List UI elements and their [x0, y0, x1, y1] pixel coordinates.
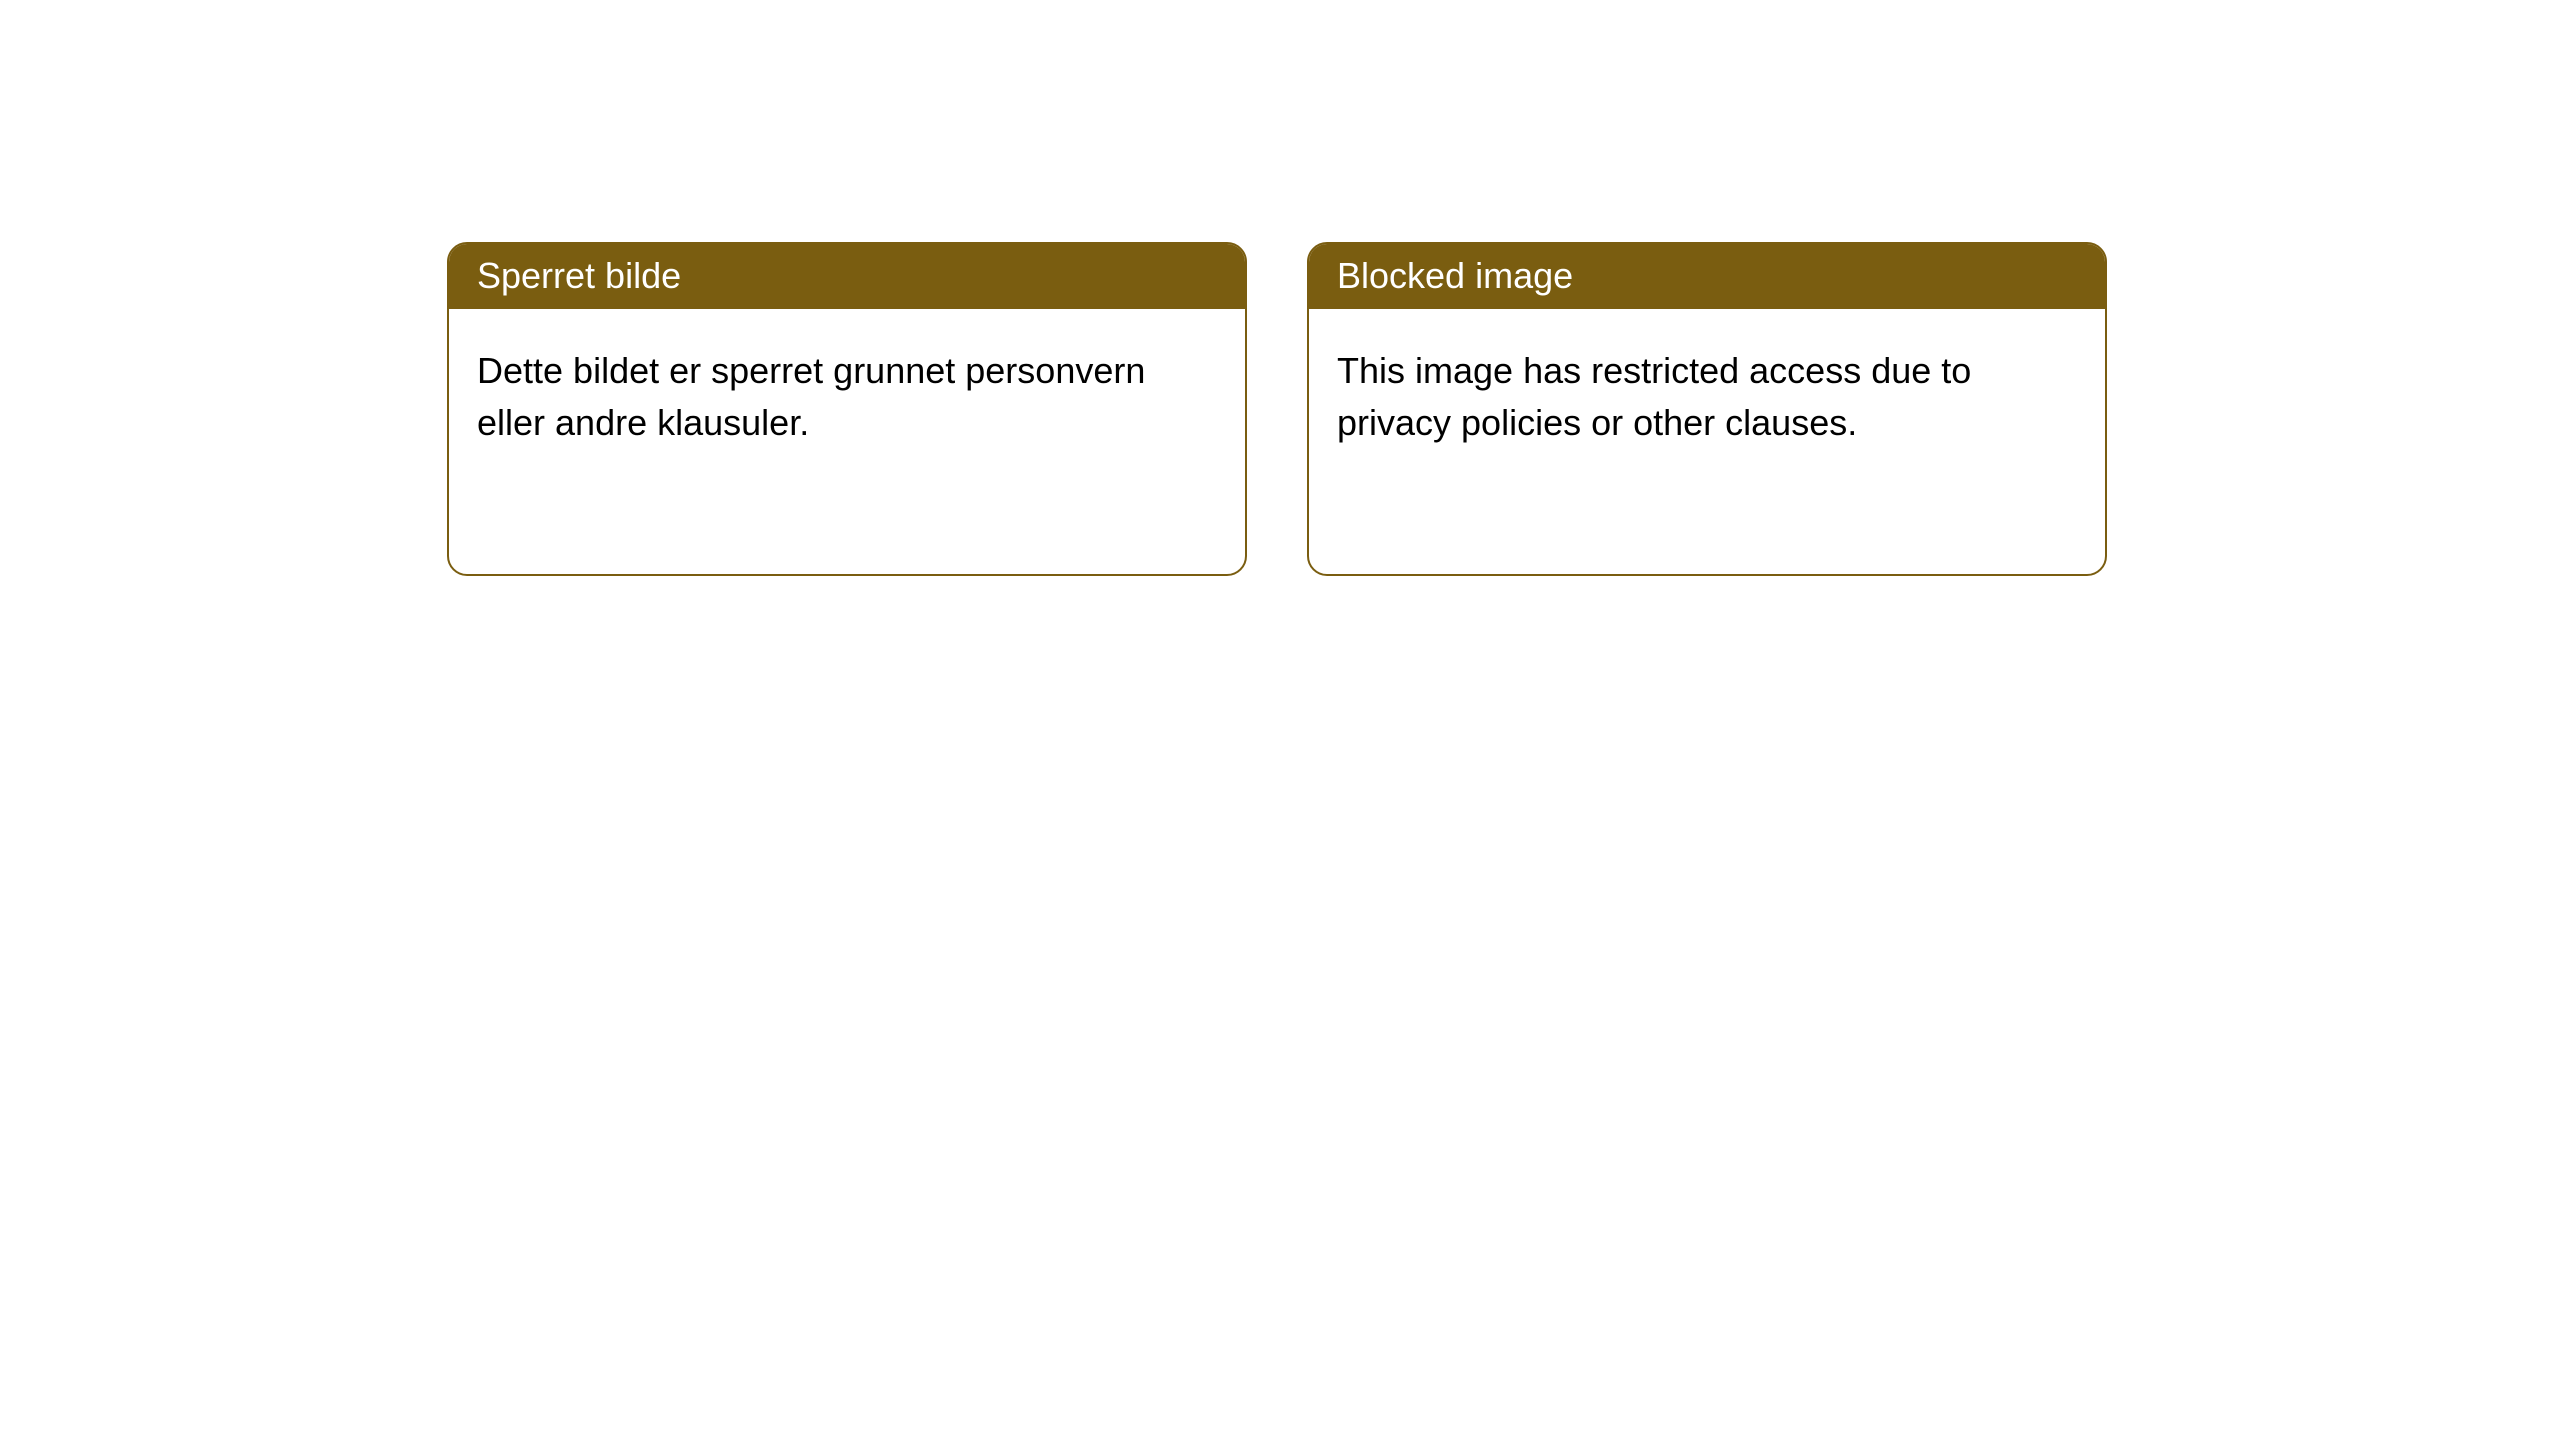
notice-card-norwegian: Sperret bilde Dette bildet er sperret gr…	[447, 242, 1247, 576]
blocked-image-notices: Sperret bilde Dette bildet er sperret gr…	[447, 242, 2107, 576]
notice-body-english: This image has restricted access due to …	[1309, 309, 2105, 574]
notice-card-english: Blocked image This image has restricted …	[1307, 242, 2107, 576]
notice-title-english: Blocked image	[1309, 244, 2105, 309]
notice-body-norwegian: Dette bildet er sperret grunnet personve…	[449, 309, 1245, 574]
notice-title-norwegian: Sperret bilde	[449, 244, 1245, 309]
